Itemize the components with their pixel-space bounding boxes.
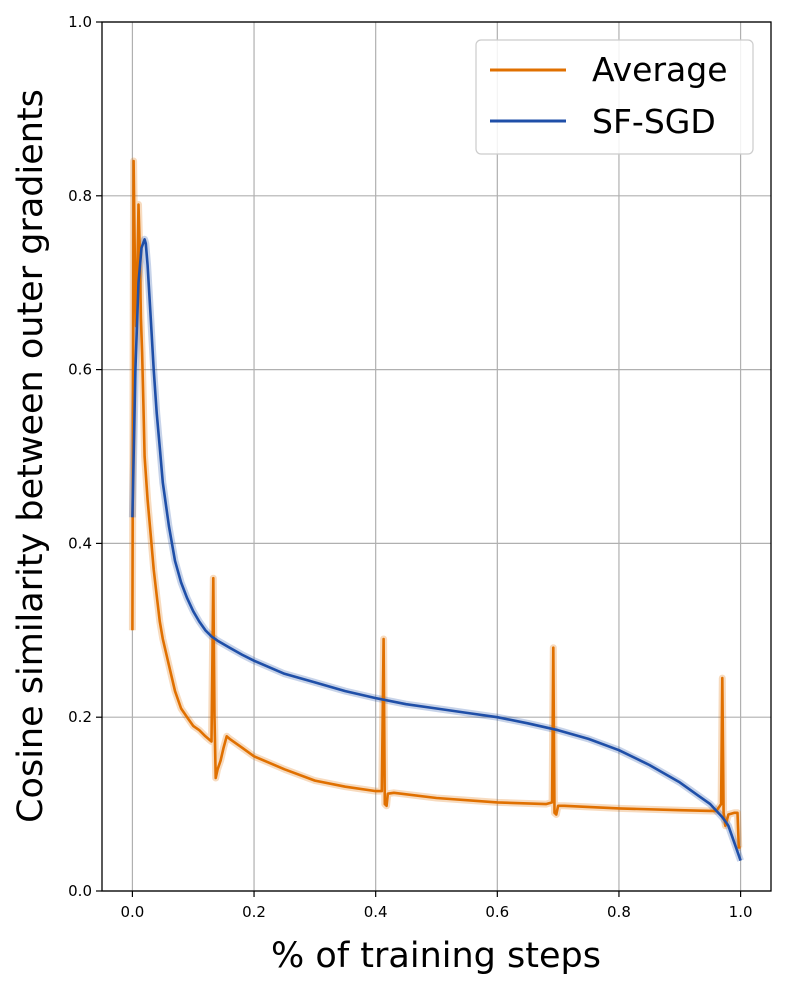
- series-noise-band: [128, 157, 744, 862]
- legend-label-average: Average: [592, 50, 728, 89]
- y-axis-label: Cosine similarity between outer gradient…: [11, 89, 51, 823]
- y-tick-label: 0.2: [68, 708, 92, 726]
- y-tick-label: 0.0: [68, 882, 92, 900]
- legend: Average SF-SGD: [475, 39, 754, 155]
- series-band-sf-sgd: [128, 235, 744, 862]
- series-lines: [131, 159, 742, 862]
- y-tick-label: 0.6: [68, 361, 92, 379]
- ticks: 0.0 0.2 0.4 0.6 0.8 1.0 0.0 0.2 0.4 0.6 0.8 1.0: [68, 13, 752, 921]
- x-tick-label: 1.0: [729, 903, 753, 921]
- x-tick-label: 0.8: [607, 903, 631, 921]
- y-tick-label: 0.8: [68, 187, 92, 205]
- y-tick-label: 1.0: [68, 13, 92, 31]
- x-tick-label: 0.2: [242, 903, 266, 921]
- x-tick-label: 0.6: [485, 903, 509, 921]
- series-line-sf-sgd: [131, 238, 742, 862]
- y-tick-label: 0.4: [68, 534, 92, 552]
- legend-label-sf-sgd: SF-SGD: [592, 102, 716, 141]
- x-tick-label: 0.0: [120, 903, 144, 921]
- x-axis-label: % of training steps: [271, 936, 601, 976]
- x-tick-label: 0.4: [364, 903, 388, 921]
- plot-frame: [101, 21, 772, 892]
- series-line-average: [131, 159, 741, 849]
